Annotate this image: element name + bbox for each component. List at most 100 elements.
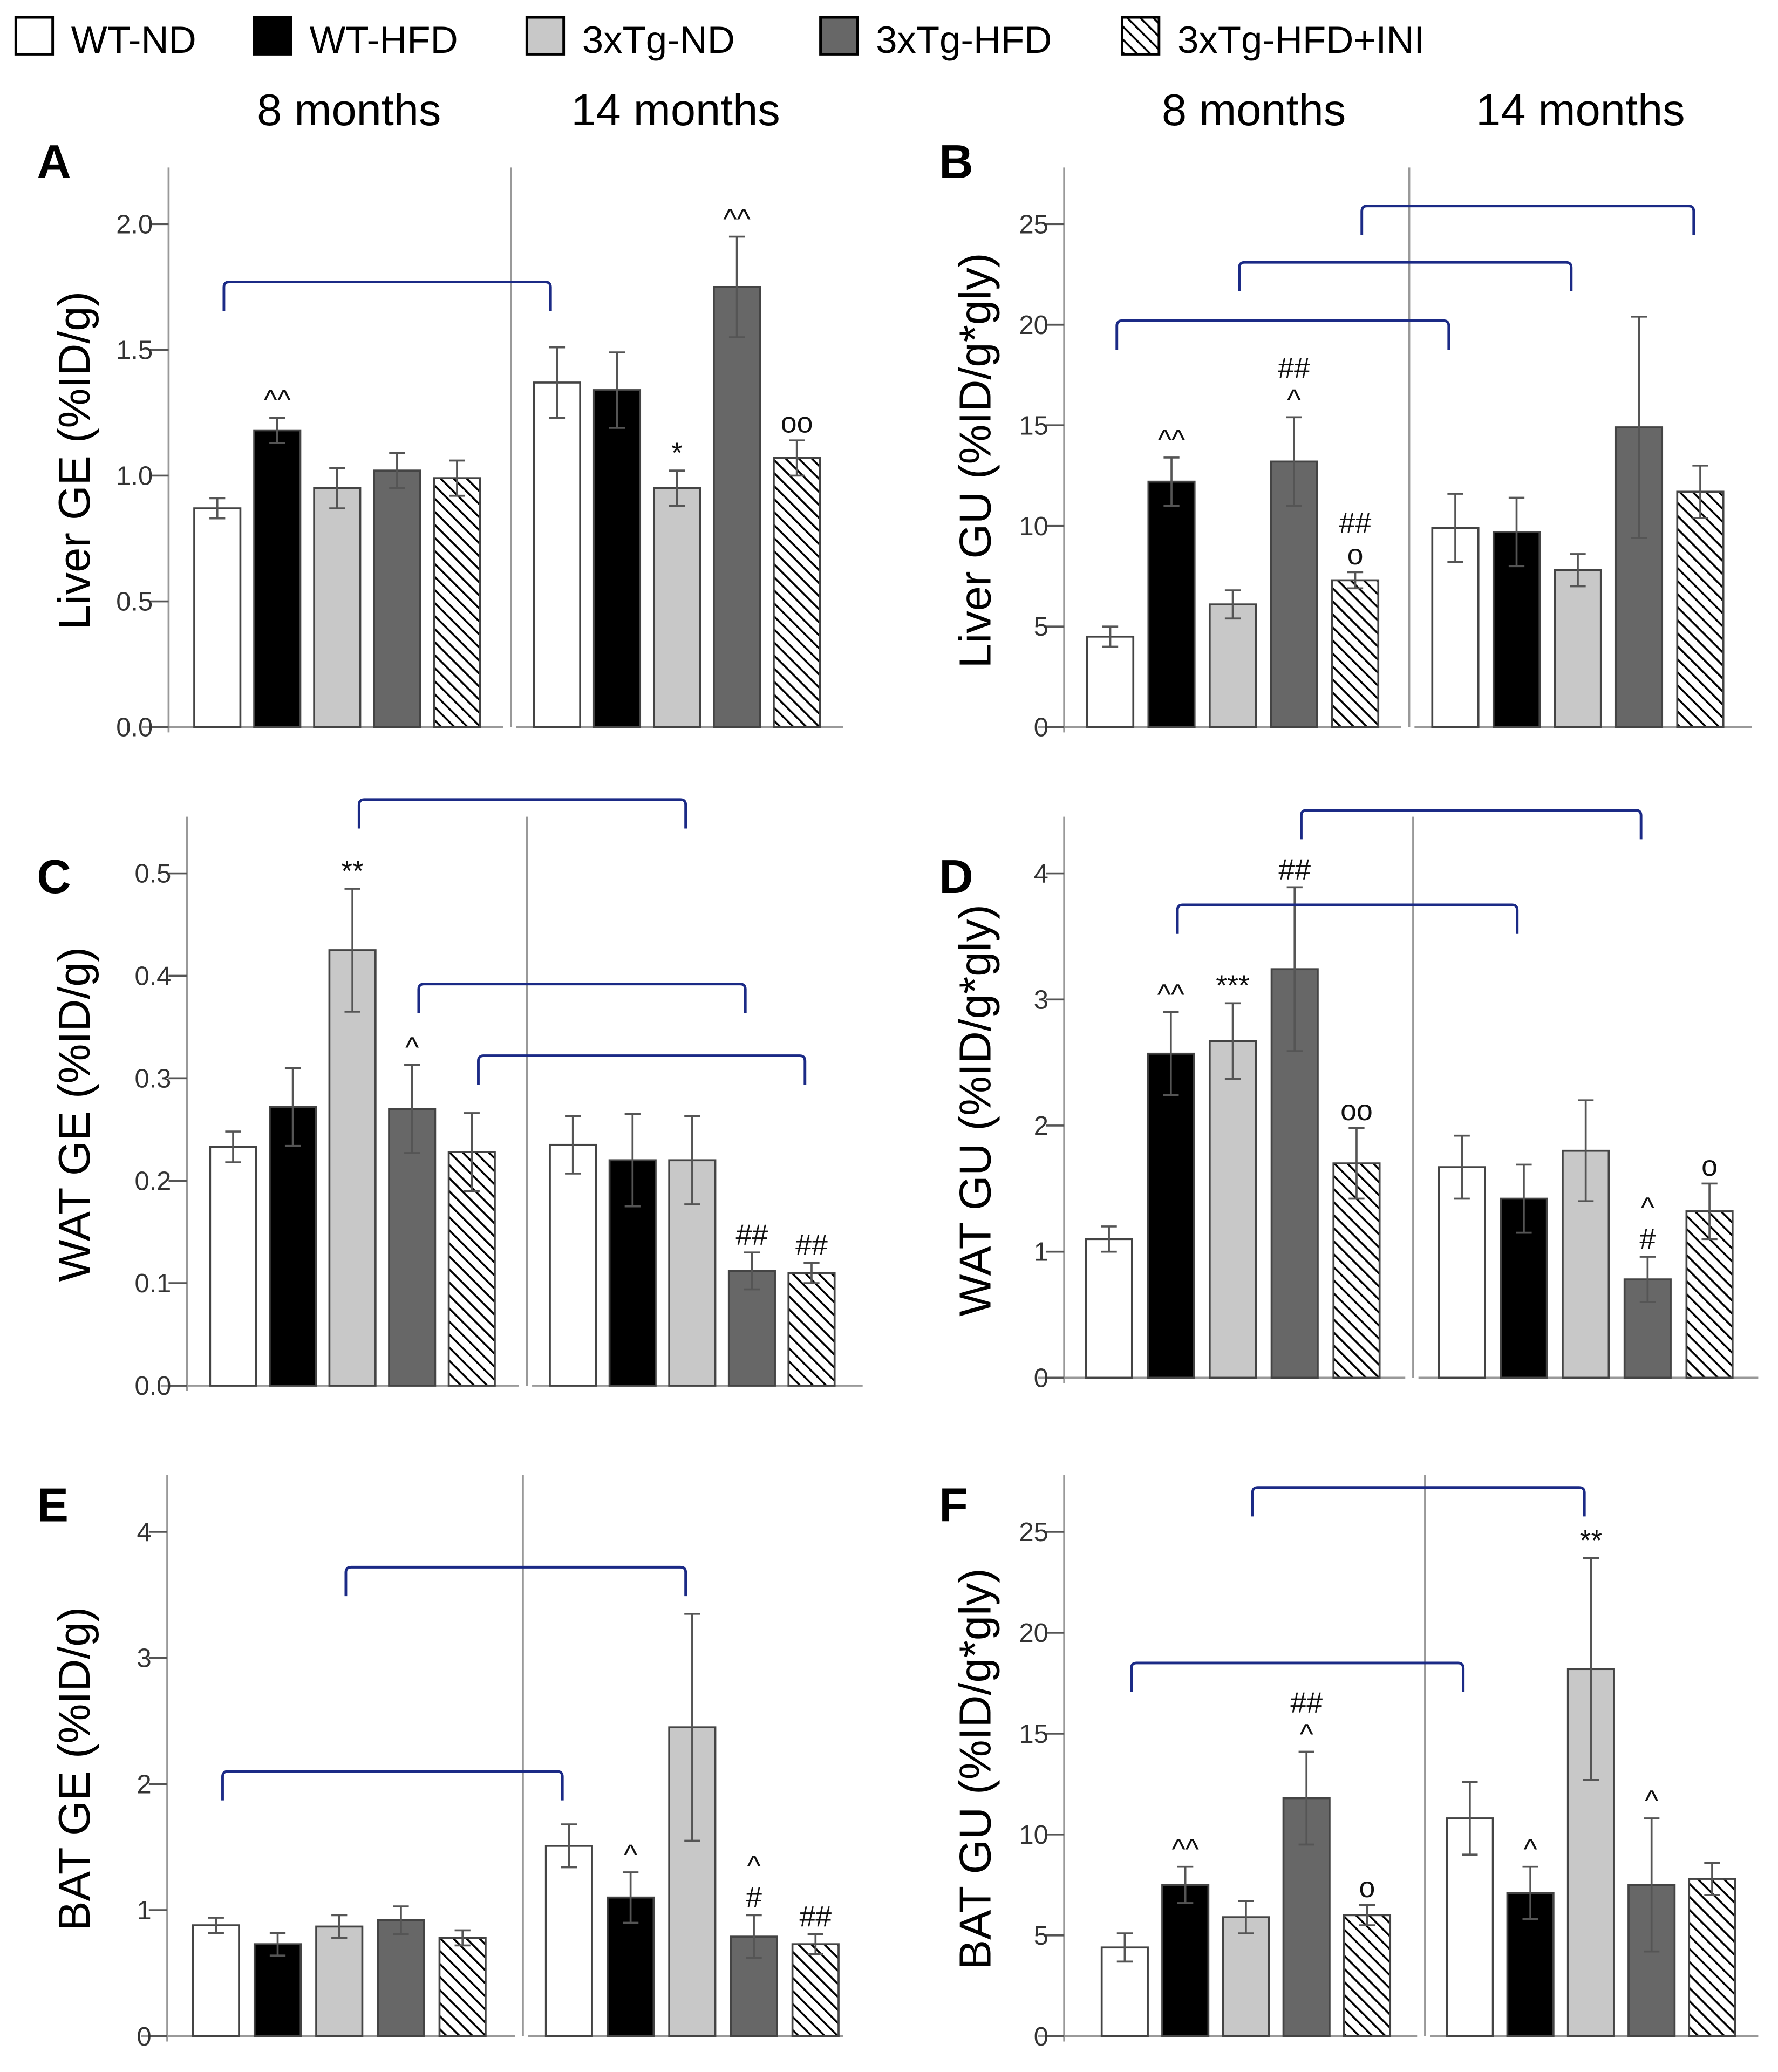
y-tick-label: 15 bbox=[1019, 411, 1048, 440]
significance-annotation: ## bbox=[1278, 854, 1311, 886]
bar bbox=[1500, 1197, 1548, 1379]
y-tick-label: 0.3 bbox=[134, 1064, 171, 1093]
y-tick-label: 4 bbox=[1034, 860, 1048, 889]
y-tick-label: 5 bbox=[1034, 612, 1048, 642]
bar bbox=[791, 1943, 840, 2037]
comparison-bracket bbox=[344, 1565, 687, 1597]
bar bbox=[773, 457, 821, 728]
significance-annotation: ## bbox=[736, 1219, 768, 1251]
y-axis-label: Liver GE (%ID/g) bbox=[49, 291, 99, 630]
bar bbox=[1331, 579, 1380, 728]
y-tick-label: 0.1 bbox=[134, 1269, 171, 1298]
panel-letter: E bbox=[37, 1478, 69, 1531]
y-tick-label: 0 bbox=[1034, 713, 1048, 742]
significance-annotation: ## ^ bbox=[1278, 352, 1310, 416]
y-tick-label: 0.5 bbox=[116, 588, 153, 617]
period-label: 8 months bbox=[1162, 85, 1346, 135]
bar bbox=[1086, 635, 1135, 728]
annotation-line: ^ bbox=[405, 1031, 419, 1064]
legend-label: WT-ND bbox=[71, 18, 196, 61]
y-tick-label: 0.2 bbox=[134, 1167, 171, 1196]
bar bbox=[269, 1106, 317, 1387]
panel-letter: B bbox=[939, 135, 973, 188]
annotation-line: ** bbox=[1580, 1524, 1603, 1557]
significance-annotation: oo bbox=[1340, 1094, 1373, 1127]
y-tick-label: 2.0 bbox=[116, 210, 153, 239]
y-tick-label: 0 bbox=[1034, 1364, 1048, 1393]
comparison-bracket bbox=[1115, 319, 1450, 350]
annotation-line: * bbox=[671, 437, 683, 469]
y-tick-label: 10 bbox=[1019, 512, 1048, 541]
y-tick-label: 1.0 bbox=[116, 462, 153, 491]
y-axis-label: BAT GE (%ID/g) bbox=[49, 1607, 99, 1931]
significance-annotation: ^ bbox=[1524, 1833, 1537, 1865]
annotation-line: o bbox=[1701, 1150, 1718, 1182]
annotation-line: ^ bbox=[1641, 1191, 1654, 1224]
comparison-bracket bbox=[1300, 809, 1643, 840]
bar bbox=[1147, 480, 1196, 728]
annotation-line: ^^ bbox=[1158, 424, 1185, 456]
comparison-bracket bbox=[1176, 903, 1519, 934]
y-tick-label: 2 bbox=[137, 1770, 152, 1799]
significance-annotation: * bbox=[671, 437, 683, 469]
annotation-line: ^ bbox=[1524, 1833, 1537, 1865]
bar bbox=[592, 389, 642, 728]
annotation-line: o bbox=[1359, 1871, 1375, 1904]
annotation-line: ## bbox=[795, 1229, 828, 1262]
bar bbox=[1222, 1916, 1270, 2037]
legend-swatch bbox=[14, 16, 55, 56]
bar bbox=[713, 285, 761, 728]
significance-annotation: ^ bbox=[624, 1838, 637, 1871]
bar bbox=[1208, 603, 1257, 728]
significance-annotation: ## ^ bbox=[1290, 1686, 1323, 1750]
bar bbox=[253, 1943, 302, 2037]
bar bbox=[192, 1924, 240, 2037]
significance-annotation: ^ bbox=[1645, 1784, 1658, 1817]
legend-label: 3xTg-HFD bbox=[876, 18, 1052, 61]
significance-annotation: o bbox=[1701, 1150, 1718, 1182]
bar bbox=[1161, 1884, 1210, 2037]
legend-swatch bbox=[1121, 16, 1161, 56]
panel-letter: C bbox=[37, 850, 71, 903]
annotation-line: # bbox=[1639, 1223, 1656, 1255]
annotation-line: # bbox=[746, 1882, 762, 1914]
bar bbox=[533, 381, 581, 728]
y-tick-label: 20 bbox=[1019, 311, 1048, 340]
bar bbox=[787, 1272, 836, 1387]
significance-annotation: ## bbox=[799, 1900, 832, 1933]
comparison-bracket bbox=[1360, 205, 1695, 235]
comparison-bracket bbox=[357, 798, 687, 829]
annotation-line: ## bbox=[1339, 507, 1372, 539]
y-tick-label: 3 bbox=[137, 1644, 152, 1673]
significance-annotation: ^ # bbox=[1639, 1191, 1656, 1256]
annotation-line: ^^ bbox=[264, 384, 291, 417]
comparison-bracket bbox=[1251, 1486, 1586, 1517]
annotation-line: ^ bbox=[1287, 384, 1300, 416]
period-label: 8 months bbox=[257, 85, 441, 135]
annotation-line: ## bbox=[1278, 854, 1311, 886]
annotation-line: *** bbox=[1216, 970, 1250, 1002]
annotation-line: ## bbox=[736, 1219, 768, 1251]
comparison-bracket bbox=[1238, 261, 1573, 291]
y-tick-label: 1 bbox=[137, 1896, 152, 1925]
bar bbox=[1343, 1914, 1392, 2037]
comparison-bracket bbox=[417, 983, 747, 1013]
period-labels: 8 months 14 months 8 months 14 months bbox=[257, 85, 1685, 135]
bar bbox=[1688, 1878, 1736, 2037]
y-axis-label: WAT GE (%ID/g) bbox=[49, 947, 99, 1282]
panel-c: C WAT GE (%ID/g) 0.0 0.1 0.2 0.3 0.4 0.5 ** ^ ## ## bbox=[37, 798, 863, 1401]
y-tick-label: 0.5 bbox=[134, 860, 171, 889]
bar bbox=[1147, 1052, 1195, 1379]
bar bbox=[209, 1146, 257, 1387]
y-tick-label: 0 bbox=[1034, 2022, 1048, 2051]
panel-letter: A bbox=[37, 135, 71, 188]
bar bbox=[377, 1919, 425, 2037]
legend: WT-ND WT-HFD 3xTg-ND 3xTg-HFD 3xTg-HFD+INI bbox=[14, 16, 1425, 61]
annotation-line: o bbox=[1347, 539, 1364, 571]
significance-annotation: ^^ bbox=[1157, 978, 1184, 1011]
bar bbox=[313, 487, 362, 728]
bar bbox=[193, 507, 242, 728]
